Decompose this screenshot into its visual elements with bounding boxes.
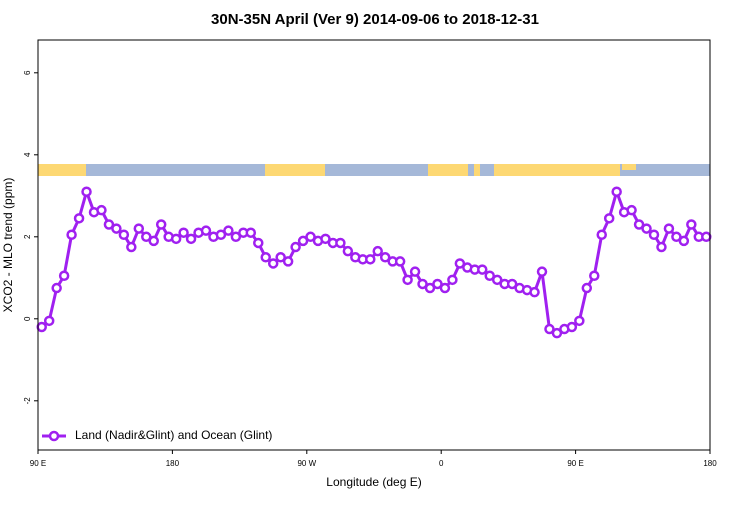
y-tick-label: 4 <box>23 152 32 157</box>
x-tick-label: 90 W <box>297 459 316 468</box>
data-point <box>267 258 279 269</box>
data-point <box>51 282 62 294</box>
data-point <box>66 229 77 240</box>
data-point <box>342 245 354 257</box>
y-tick-label: 6 <box>23 70 32 75</box>
data-point <box>648 229 660 240</box>
data-point <box>394 256 406 267</box>
data-point <box>409 266 421 277</box>
data-point <box>686 219 697 230</box>
data-point <box>43 315 55 327</box>
y-tick-label: -2 <box>23 397 32 405</box>
data-point <box>439 282 451 294</box>
legend-label: Land (Nadir&Glint) and Ocean (Glint) <box>75 428 272 442</box>
data-point <box>372 245 383 257</box>
data-point <box>402 274 413 286</box>
x-tick-label: 90 E <box>567 459 583 468</box>
data-point <box>111 223 122 234</box>
land-ocean-strip <box>38 164 710 176</box>
data-point <box>424 282 436 294</box>
data-point <box>447 274 458 286</box>
data-point <box>641 223 652 234</box>
plot-frame <box>37 39 711 451</box>
land-strip <box>622 164 636 170</box>
data-point <box>96 204 107 216</box>
data-point <box>282 256 294 267</box>
land-strip <box>474 164 480 176</box>
x-tick-label: 180 <box>166 459 180 468</box>
data-point <box>529 286 540 298</box>
data-point <box>611 186 622 197</box>
land-strip <box>38 164 86 176</box>
data-point <box>477 264 488 275</box>
data-point <box>133 223 145 234</box>
data-point <box>230 231 242 243</box>
data-point <box>454 258 466 269</box>
chart-title: 30N-35N April (Ver 9) 2014-09-06 to 2018… <box>211 11 539 28</box>
land-strip <box>494 164 620 176</box>
data-point <box>678 235 690 247</box>
data-point <box>544 323 555 335</box>
x-axis-label: Longitude (deg E) <box>326 475 421 489</box>
data-point <box>118 229 130 240</box>
data-point <box>365 254 376 265</box>
data-point <box>574 315 585 327</box>
data-point <box>178 227 189 238</box>
x-tick-label: 90 E <box>30 459 46 468</box>
land-strip <box>265 164 325 176</box>
data-point <box>671 231 682 243</box>
data-point <box>260 252 271 263</box>
y-tick-label: 0 <box>23 316 32 321</box>
data-point <box>491 274 503 286</box>
data-point <box>36 321 47 333</box>
data-point <box>245 227 257 238</box>
data-point <box>566 321 578 333</box>
data-point <box>223 225 234 236</box>
data-point <box>73 213 85 224</box>
data-point <box>320 233 331 245</box>
data-point <box>103 219 115 230</box>
data-point <box>484 270 495 281</box>
data-point <box>663 223 675 234</box>
data-point <box>506 278 518 290</box>
data-point <box>141 231 152 243</box>
data-point <box>200 225 212 236</box>
data-point <box>275 252 286 263</box>
data-point <box>58 270 70 281</box>
data-point <box>81 186 92 197</box>
legend-marker <box>48 430 60 442</box>
data-point <box>551 327 563 339</box>
data-point <box>297 235 309 247</box>
data-point <box>701 231 712 243</box>
data-point <box>656 241 667 253</box>
data-point <box>335 237 346 249</box>
x-tick-label: 0 <box>439 459 444 468</box>
data-point <box>379 252 391 263</box>
data-point <box>603 213 615 224</box>
x-tick-label: 180 <box>703 459 717 468</box>
y-tick-label: 2 <box>23 234 32 239</box>
data-point <box>290 241 301 253</box>
data-point <box>126 241 137 253</box>
data-point <box>596 229 607 240</box>
data-point <box>148 235 159 247</box>
data-point <box>626 204 637 216</box>
data-point <box>215 229 227 240</box>
data-point <box>155 219 167 230</box>
y-axis-label: XCO2 - MLO trend (ppm) <box>1 178 15 313</box>
data-point <box>536 266 548 277</box>
land-strip <box>428 164 468 176</box>
data-point <box>432 278 443 290</box>
data-point <box>589 270 600 281</box>
data-point <box>305 231 316 243</box>
plot-area <box>36 186 712 339</box>
data-point <box>633 219 645 230</box>
data-point <box>170 233 182 245</box>
data-point <box>185 233 197 245</box>
data-point <box>417 278 428 290</box>
data-point <box>253 237 264 249</box>
data-point <box>581 282 593 294</box>
